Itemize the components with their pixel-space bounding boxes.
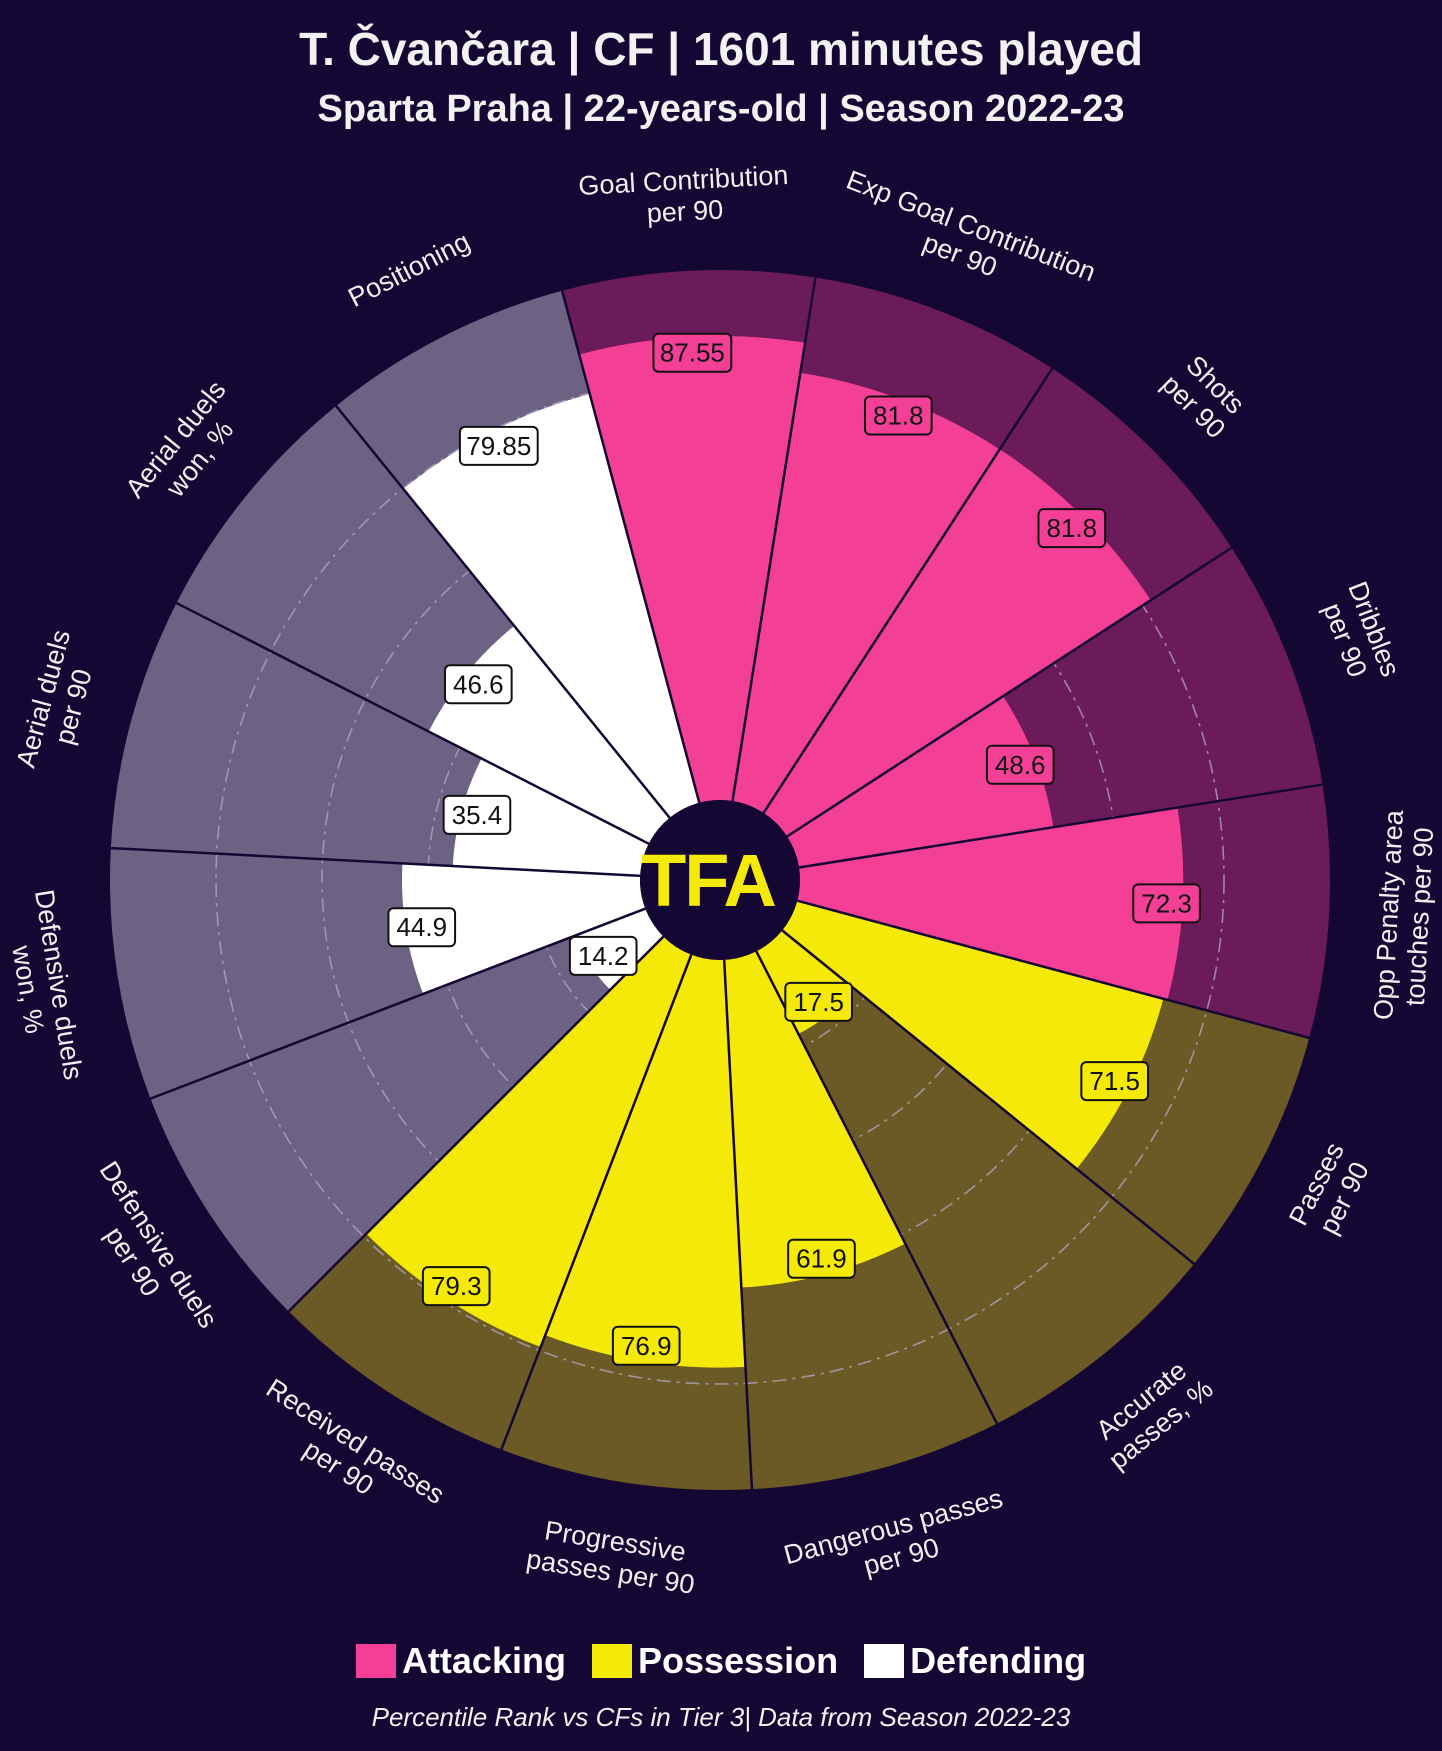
- svg-text:79.85: 79.85: [466, 431, 531, 461]
- svg-text:48.6: 48.6: [995, 750, 1046, 780]
- value-bar-progressive-passes-per-90: [545, 954, 746, 1368]
- svg-text:76.9: 76.9: [621, 1331, 672, 1361]
- svg-text:61.9: 61.9: [796, 1244, 847, 1274]
- metric-label-opp-penalty-area-touches-per-90: Opp Penalty areatouches per 90: [1368, 808, 1440, 1022]
- svg-text:46.6: 46.6: [453, 669, 504, 699]
- legend-swatch-possession: [591, 1644, 632, 1678]
- legend-label-possession: Possession: [637, 1640, 839, 1681]
- svg-text:87.55: 87.55: [660, 338, 725, 368]
- value-bar-goal-contribution-per-90: [579, 335, 806, 803]
- value-bar-passes-per-90: [782, 900, 1164, 1169]
- metric-label-accurate-passes: Accuratepasses, %: [1083, 1349, 1218, 1475]
- logo-badge: TFA: [640, 800, 800, 960]
- separator-line: [175, 601, 650, 845]
- value-label-dangerous-passes-per-90: 61.9: [787, 1238, 856, 1279]
- bg-wedge-defensive-duels-per-90: [150, 908, 664, 1312]
- legend-swatch-defending: [864, 1644, 905, 1678]
- metric-label-shots-per-90: Shotsper 90: [1156, 347, 1253, 444]
- bg-wedge-accurate-passes: [756, 930, 1195, 1424]
- wedge-separators: [110, 277, 1323, 1490]
- value-bar-dangerous-passes-per-90: [724, 951, 906, 1288]
- metric-label-passes-per-90: Passesper 90: [1283, 1138, 1378, 1245]
- separator-line: [150, 907, 646, 1100]
- value-label-aerial-duels-per-90: 35.4: [442, 794, 512, 835]
- value-label-exp-goal-contribution-per-90: 81.8: [863, 395, 933, 436]
- value-bar-dribbles-per-90: [787, 696, 1054, 868]
- separator-line: [287, 935, 665, 1313]
- metric-label-dribbles-per-90: Dribblesper 90: [1313, 577, 1405, 691]
- metric-label-progressive-passes-per-90: Progressivepasses per 90: [524, 1513, 701, 1600]
- value-label-passes-per-90: 71.5: [1080, 1061, 1149, 1102]
- metric-label-defensive-duels-won: Defensive duelswon, %: [0, 888, 89, 1087]
- separator-line: [762, 367, 1054, 814]
- value-label-defensive-duels-per-90: 14.2: [568, 935, 638, 976]
- value-label-goal-contribution-per-90: 87.55: [652, 332, 733, 373]
- chart-subtitle: Sparta Praha | 22-years-old | Season 202…: [317, 88, 1125, 130]
- value-bar-positioning: [403, 393, 700, 818]
- svg-text:81.8: 81.8: [1047, 513, 1098, 543]
- legend-label-defending: Defending: [910, 1640, 1087, 1681]
- value-label-received-passes-per-90: 79.3: [421, 1266, 491, 1307]
- value-label-progressive-passes-per-90: 76.9: [611, 1325, 681, 1366]
- legend-item-defending: Defending: [864, 1640, 1086, 1682]
- svg-text:14.2: 14.2: [578, 941, 629, 971]
- svg-text:72.3: 72.3: [1141, 888, 1192, 918]
- value-bar-defensive-duels-won: [402, 863, 646, 994]
- metric-label-dangerous-passes-per-90: Dangerous passesper 90: [781, 1483, 1014, 1600]
- value-labels: 87.55 81.8 81.8 48.6 72.3 71.5 17.5 61.9 76.9 79.…: [387, 332, 1201, 1366]
- separator-line: [731, 277, 817, 802]
- svg-text:81.8: 81.8: [873, 401, 924, 431]
- svg-text:35.4: 35.4: [452, 800, 503, 830]
- grid-ring-80: [215, 375, 1225, 1385]
- value-bar-received-passes-per-90: [366, 936, 692, 1348]
- separator-line: [500, 954, 693, 1450]
- svg-text:44.9: 44.9: [396, 912, 447, 942]
- footnote: Percentile Rank vs CFs in Tier 3| Data f…: [371, 1702, 1071, 1732]
- chart-title: T. Čvančara | CF | 1601 minutes played: [299, 23, 1143, 75]
- separator-line: [335, 405, 671, 819]
- value-label-dribbles-per-90: 48.6: [985, 744, 1055, 785]
- separator-line: [796, 899, 1310, 1040]
- legend-item-attacking: Attacking: [355, 1640, 566, 1682]
- separator-line: [798, 783, 1323, 869]
- legend-label-attacking: Attacking: [401, 1640, 566, 1681]
- separator-line: [560, 290, 701, 804]
- value-bar-opp-penalty-area-touches-per-90: [797, 807, 1184, 1000]
- value-bar-exp-goal-contribution-per-90: [732, 372, 1000, 813]
- metric-label-aerial-duels-won: Aerial duelswon, %: [120, 375, 256, 523]
- legend-item-possession: Possession: [591, 1640, 839, 1682]
- svg-text:71.5: 71.5: [1089, 1066, 1140, 1096]
- value-label-opp-penalty-area-touches-per-90: 72.3: [1132, 883, 1201, 924]
- logo-circle: [640, 800, 800, 960]
- separator-line: [722, 959, 754, 1490]
- separator-line: [110, 846, 641, 878]
- value-label-positioning: 79.85: [458, 425, 539, 466]
- separator-line: [786, 546, 1233, 838]
- legend-swatch-attacking: [355, 1644, 396, 1678]
- metric-label-aerial-duels-per-90: Aerial duelsper 90: [11, 627, 106, 779]
- svg-text:79.3: 79.3: [431, 1271, 482, 1301]
- value-label-accurate-passes: 17.5: [784, 981, 853, 1022]
- metric-label-goal-contribution-per-90: Goal Contributionper 90: [578, 160, 791, 232]
- value-label-aerial-duels-won: 46.6: [444, 664, 513, 705]
- legend: Attacking Possession Defending: [0, 1640, 1442, 1682]
- value-bar-aerial-duels-per-90: [452, 758, 649, 876]
- value-label-defensive-duels-won: 44.9: [387, 907, 457, 948]
- metric-label-positioning: Positioning: [343, 226, 474, 313]
- svg-text:17.5: 17.5: [793, 987, 844, 1017]
- value-label-shots-per-90: 81.8: [1037, 508, 1107, 549]
- separator-line: [755, 950, 999, 1425]
- logo-text: TFA: [641, 839, 775, 922]
